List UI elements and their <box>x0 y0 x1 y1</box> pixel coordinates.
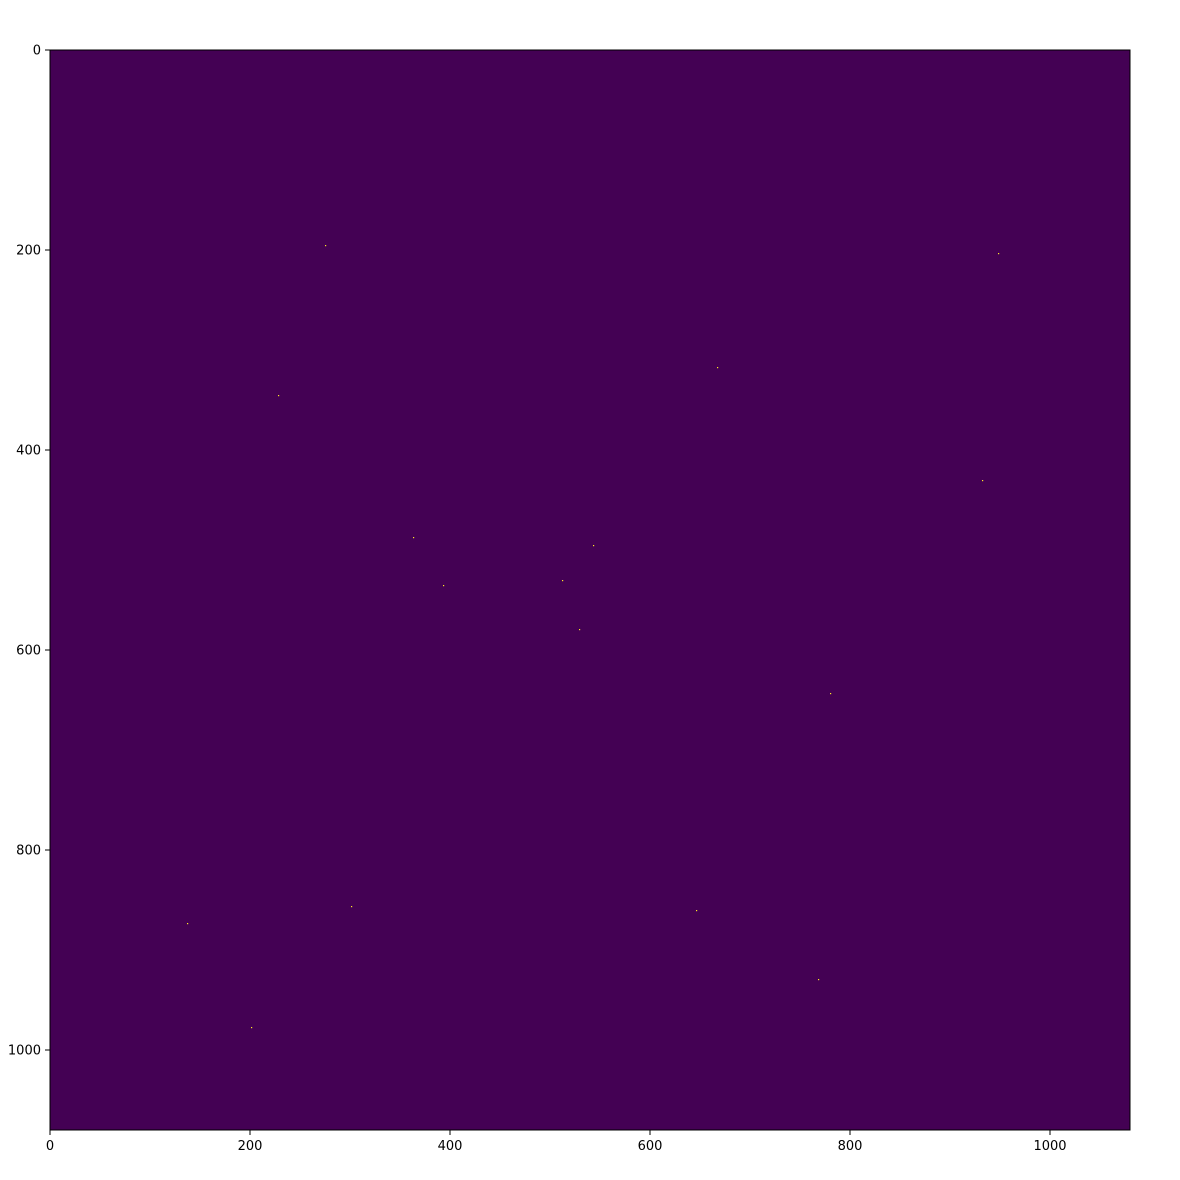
bright-pixel <box>413 537 414 538</box>
y-tick-label: 400 <box>16 444 41 459</box>
bright-pixel <box>982 480 983 481</box>
bright-pixel <box>325 245 326 246</box>
bright-pixel <box>278 395 279 396</box>
y-tick-label: 1000 <box>8 1044 41 1059</box>
bright-pixel <box>251 1027 252 1028</box>
x-axis: 0 200 400 600 800 1000 <box>46 1130 1067 1154</box>
y-tick-label: 800 <box>16 844 41 859</box>
bright-pixel <box>562 580 563 581</box>
bright-pixel <box>593 545 594 546</box>
y-tick-label: 600 <box>16 644 41 659</box>
bright-pixel <box>998 253 999 254</box>
bright-pixel <box>830 693 831 694</box>
bright-pixel <box>187 923 188 924</box>
y-axis: 0 200 400 600 800 1000 <box>8 44 50 1059</box>
x-tick-label: 1000 <box>1033 1139 1066 1154</box>
x-tick-label: 0 <box>46 1139 54 1154</box>
y-tick-label: 0 <box>33 44 41 59</box>
bright-pixel <box>579 629 580 630</box>
x-tick-label: 400 <box>438 1139 463 1154</box>
y-tick-label: 200 <box>16 244 41 259</box>
image-background <box>50 50 1130 1130</box>
bright-pixel <box>818 979 819 980</box>
bright-pixel <box>443 585 444 586</box>
plot-area <box>50 50 1130 1130</box>
bright-pixel <box>696 910 697 911</box>
x-tick-label: 200 <box>238 1139 263 1154</box>
x-tick-label: 800 <box>838 1139 863 1154</box>
bright-pixel <box>351 906 352 907</box>
bright-pixel <box>717 367 718 368</box>
x-tick-label: 600 <box>638 1139 663 1154</box>
